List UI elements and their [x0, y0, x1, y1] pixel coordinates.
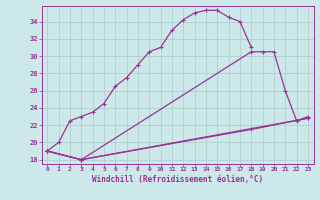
X-axis label: Windchill (Refroidissement éolien,°C): Windchill (Refroidissement éolien,°C) [92, 175, 263, 184]
